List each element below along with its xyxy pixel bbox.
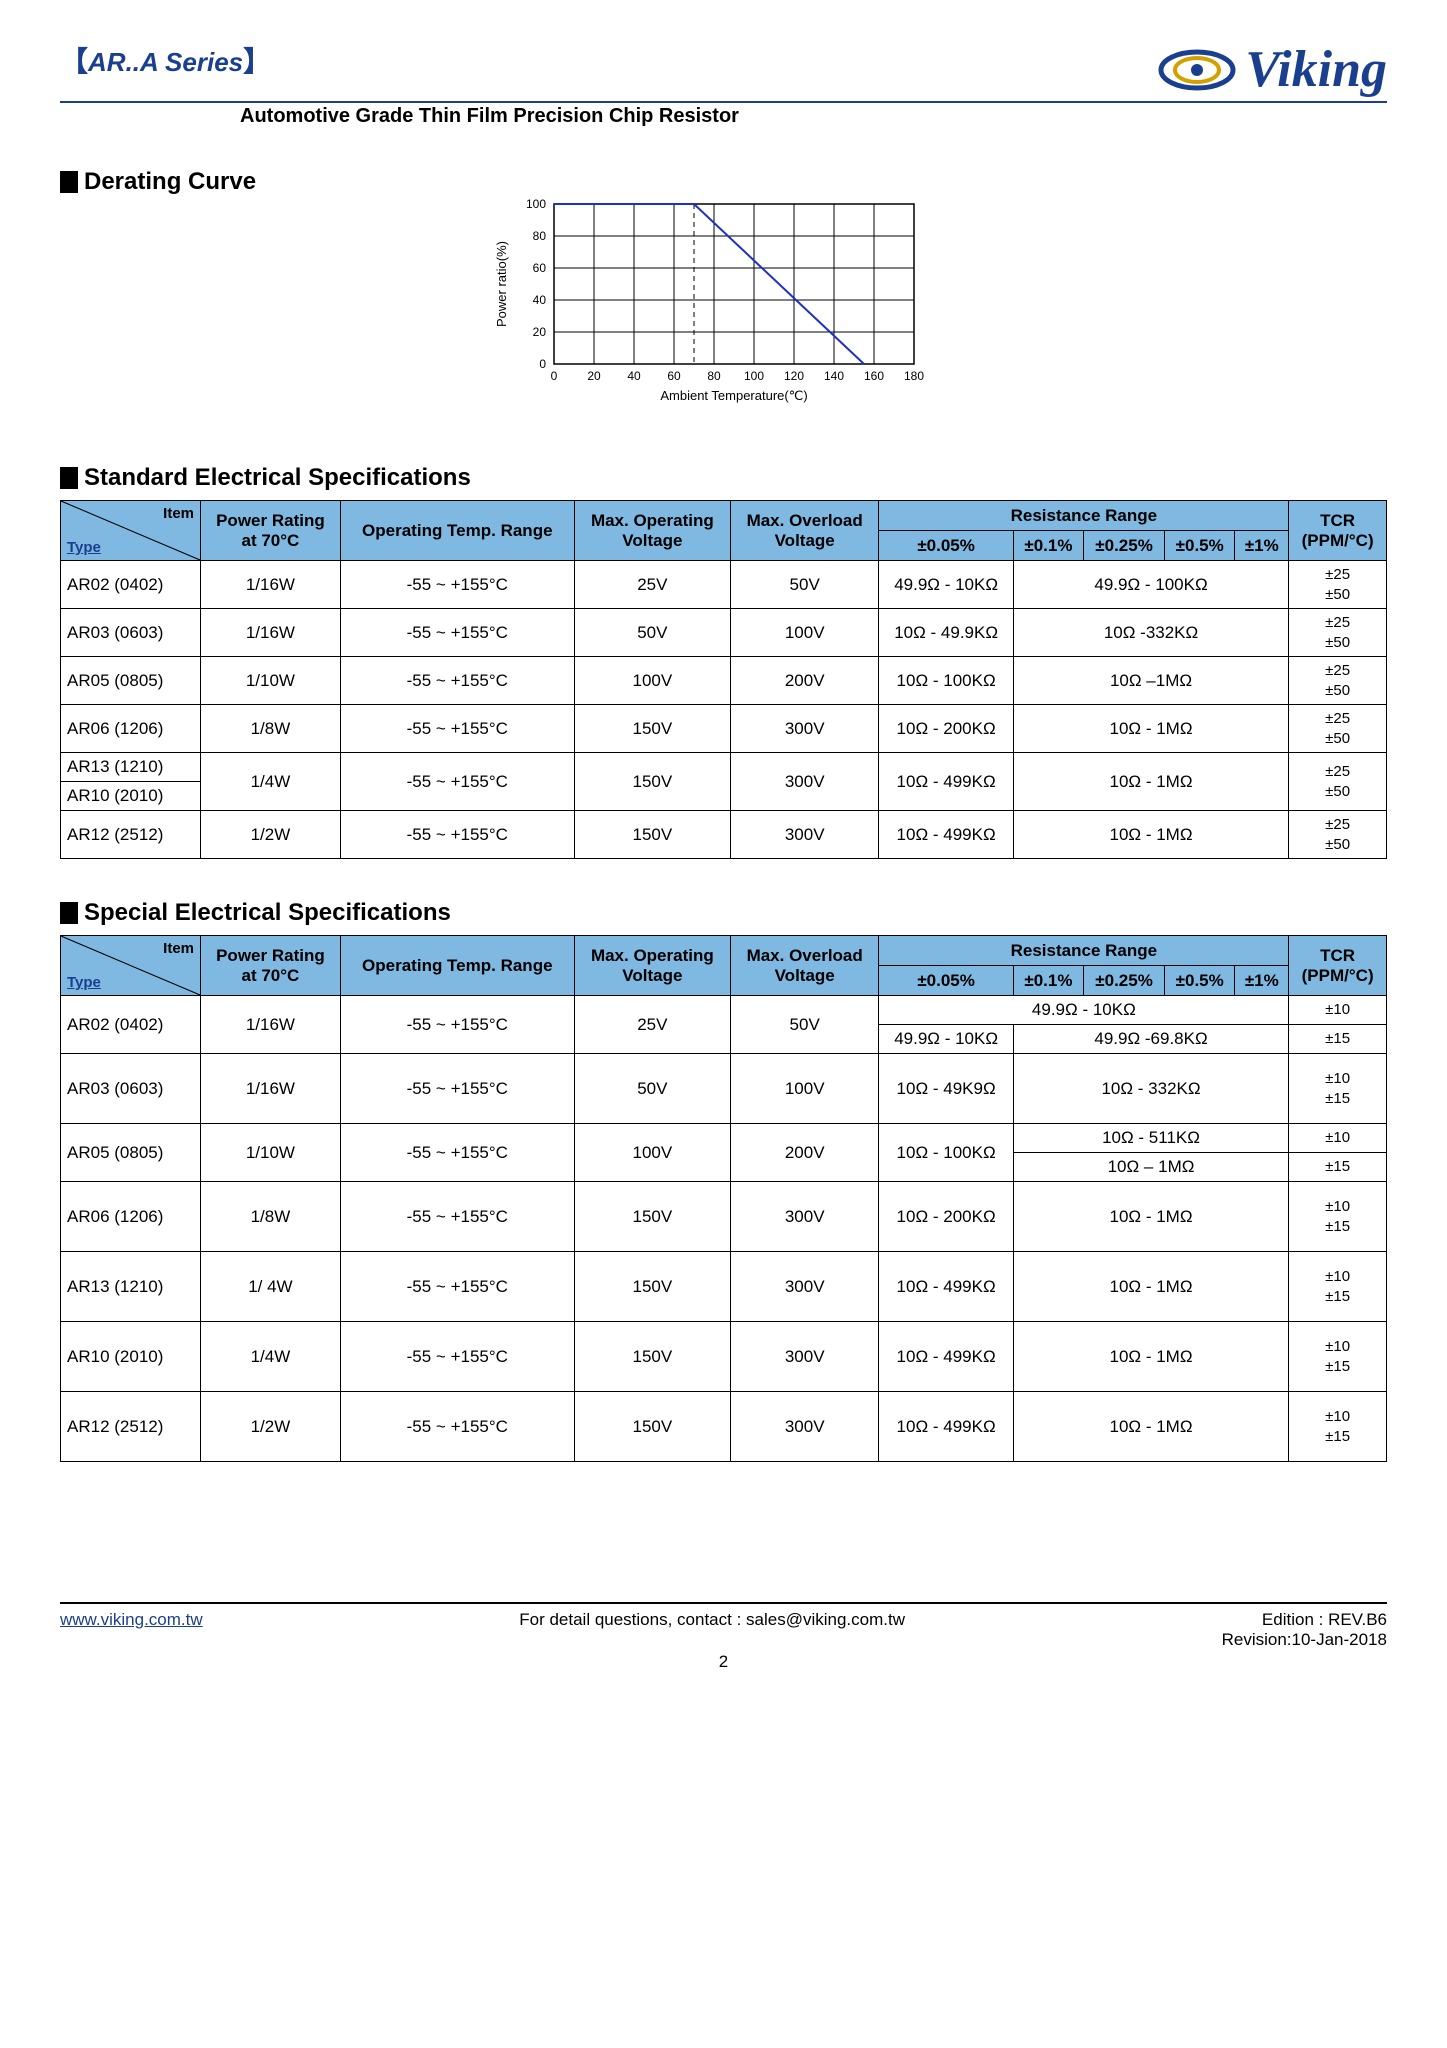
svg-text:0: 0 bbox=[539, 357, 546, 371]
section-marker-icon bbox=[60, 902, 78, 924]
section-standard-title: Standard Electrical Specifications bbox=[60, 464, 1387, 492]
svg-text:40: 40 bbox=[532, 293, 546, 307]
special-tbody: AR02 (0402) 1/16W-55 ~ +155°C25V50V 49.9… bbox=[61, 996, 1387, 1462]
table-row: AR03 (0603)1/16W-55 ~ +155°C50V100V 10Ω … bbox=[61, 1054, 1387, 1124]
series-block: 【AR..A Series】 bbox=[60, 40, 271, 80]
section-derating-title: Derating Curve bbox=[60, 168, 1387, 196]
footer-url[interactable]: www.viking.com.tw bbox=[60, 1610, 203, 1650]
table-row: AR12 (2512)1/2W-55 ~ +155°C150V300V 10Ω … bbox=[61, 1392, 1387, 1462]
svg-text:Power ratio(%): Power ratio(%) bbox=[494, 241, 509, 327]
table-row: AR13 (1210) 1/4W-55 ~ +155°C150V300V 10Ω… bbox=[61, 753, 1387, 782]
standard-spec-label: Standard Electrical Specifications bbox=[84, 464, 471, 492]
series-title: AR..A Series bbox=[88, 47, 243, 77]
page-footer: www.viking.com.tw For detail questions, … bbox=[60, 1602, 1387, 1650]
section-special-title: Special Electrical Specifications bbox=[60, 899, 1387, 927]
footer-edition: Edition : REV.B6 bbox=[1222, 1610, 1387, 1630]
svg-text:100: 100 bbox=[743, 369, 763, 383]
svg-text:0: 0 bbox=[550, 369, 557, 383]
derating-chart: 0 20 40 60 80 100 120 140 160 180 0 20 40 60 80 100 Ambi… bbox=[60, 194, 1387, 424]
page-subtitle: Automotive Grade Thin Film Precision Chi… bbox=[240, 105, 1387, 128]
table-row: AR02 (0402) 1/16W-55 ~ +155°C25V50V 49.9… bbox=[61, 996, 1387, 1025]
svg-text:80: 80 bbox=[707, 369, 721, 383]
table-row: AR06 (1206)1/8W-55 ~ +155°C150V300V 10Ω … bbox=[61, 705, 1387, 753]
footer-right: Edition : REV.B6 Revision:10-Jan-2018 bbox=[1222, 1610, 1387, 1650]
table-row: AR05 (0805) 1/10W-55 ~ +155°C100V200V 10… bbox=[61, 1124, 1387, 1153]
table-row: AR05 (0805)1/10W-55 ~ +155°C100V200V 10Ω… bbox=[61, 657, 1387, 705]
svg-text:60: 60 bbox=[532, 261, 546, 275]
special-spec-label: Special Electrical Specifications bbox=[84, 899, 451, 927]
standard-thead: ItemType Power Rating at 70°C Operating … bbox=[61, 501, 1387, 561]
standard-tbody: AR02 (0402)1/16W-55 ~ +155°C25V50V 49.9Ω… bbox=[61, 561, 1387, 859]
svg-text:120: 120 bbox=[783, 369, 803, 383]
bracket-right: 】 bbox=[243, 46, 271, 77]
svg-text:40: 40 bbox=[627, 369, 641, 383]
svg-text:160: 160 bbox=[863, 369, 883, 383]
section-marker-icon bbox=[60, 171, 78, 193]
table-row: AR10 (2010)1/4W-55 ~ +155°C150V300V 10Ω … bbox=[61, 1322, 1387, 1392]
section-marker-icon bbox=[60, 467, 78, 489]
svg-text:20: 20 bbox=[532, 325, 546, 339]
svg-text:Ambient Temperature(℃): Ambient Temperature(℃) bbox=[660, 388, 807, 403]
svg-text:80: 80 bbox=[532, 229, 546, 243]
table-row: AR06 (1206)1/8W-55 ~ +155°C150V300V 10Ω … bbox=[61, 1182, 1387, 1252]
special-spec-table: ItemType Power Rating at 70°C Operating … bbox=[60, 935, 1387, 1462]
svg-text:180: 180 bbox=[903, 369, 923, 383]
table-row: AR03 (0603)1/16W-55 ~ +155°C50V100V 10Ω … bbox=[61, 609, 1387, 657]
table-row: AR13 (1210)1/ 4W-55 ~ +155°C150V300V 10Ω… bbox=[61, 1252, 1387, 1322]
svg-text:60: 60 bbox=[667, 369, 681, 383]
table-row: AR12 (2512)1/2W-55 ~ +155°C150V300V 10Ω … bbox=[61, 811, 1387, 859]
page-header: 【AR..A Series】 Viking bbox=[60, 40, 1387, 103]
footer-revision: Revision:10-Jan-2018 bbox=[1222, 1630, 1387, 1650]
standard-spec-table: ItemType Power Rating at 70°C Operating … bbox=[60, 500, 1387, 859]
footer-contact: For detail questions, contact : sales@vi… bbox=[519, 1610, 905, 1650]
bracket-left: 【 bbox=[60, 46, 88, 77]
eye-icon bbox=[1157, 45, 1237, 95]
series-title-line: 【AR..A Series】 bbox=[60, 40, 271, 80]
svg-text:100: 100 bbox=[525, 197, 545, 211]
viking-logo: Viking bbox=[1157, 40, 1387, 99]
table-row: AR02 (0402)1/16W-55 ~ +155°C25V50V 49.9Ω… bbox=[61, 561, 1387, 609]
special-thead: ItemType Power Rating at 70°C Operating … bbox=[61, 936, 1387, 996]
page-number: 2 bbox=[60, 1652, 1387, 1672]
svg-text:20: 20 bbox=[587, 369, 601, 383]
derating-chart-svg: 0 20 40 60 80 100 120 140 160 180 0 20 40 60 80 100 Ambi… bbox=[484, 194, 964, 424]
svg-text:140: 140 bbox=[823, 369, 843, 383]
derating-curve-label: Derating Curve bbox=[84, 168, 256, 196]
logo-text: Viking bbox=[1245, 40, 1387, 99]
